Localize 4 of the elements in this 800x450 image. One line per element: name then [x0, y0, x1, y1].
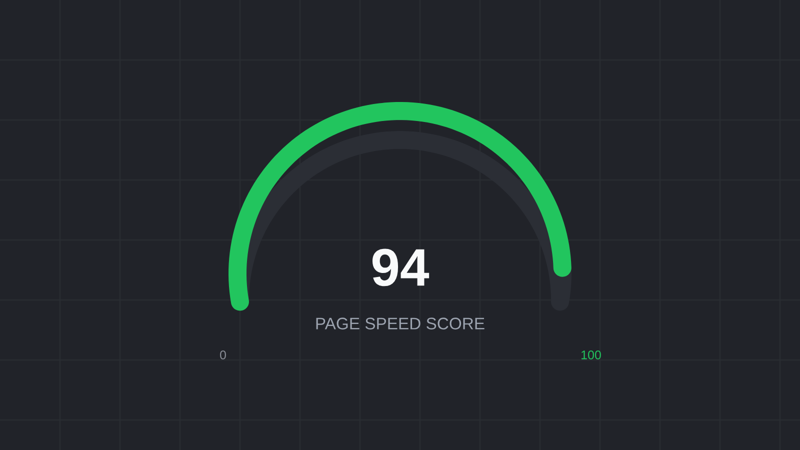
text: 100	[582, 350, 601, 360]
text: PAGE SPEED SCORE	[316, 318, 484, 330]
text: 0	[220, 350, 226, 360]
data-label: 94	[372, 248, 430, 286]
